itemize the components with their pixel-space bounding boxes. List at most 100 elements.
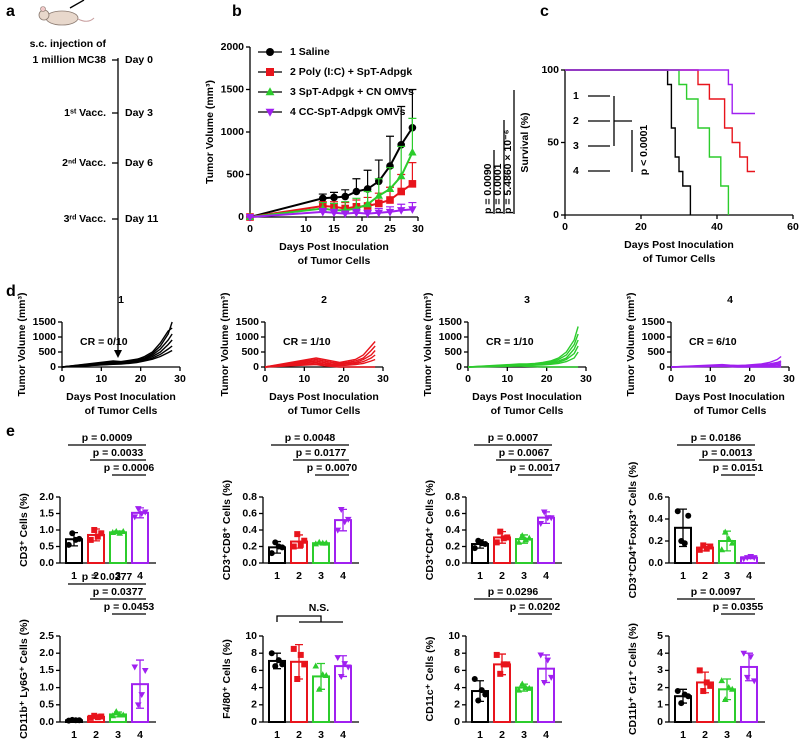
annotation: CR = 1/10 bbox=[486, 336, 534, 348]
marker bbox=[700, 542, 707, 549]
y-axis-label: Tumor Volume (mm³) bbox=[422, 292, 434, 396]
marker bbox=[504, 534, 511, 541]
annotation: N.S. bbox=[309, 602, 330, 614]
panel-label: c bbox=[540, 3, 549, 20]
annotation: CR = 1/10 bbox=[283, 336, 331, 348]
series-line bbox=[565, 69, 755, 115]
marker bbox=[312, 540, 320, 547]
x-tick-label: 10 bbox=[298, 373, 310, 385]
y-tick-label: 0.0 bbox=[39, 557, 54, 569]
marker bbox=[138, 692, 146, 699]
marker bbox=[525, 534, 533, 541]
marker bbox=[363, 210, 372, 219]
annotation: p = 0.0097 bbox=[691, 586, 742, 598]
y-tick-label: 100 bbox=[541, 64, 559, 76]
annotation: CR = 6/10 bbox=[689, 336, 737, 348]
series-line bbox=[264, 358, 376, 368]
marker bbox=[341, 192, 350, 201]
marker bbox=[478, 687, 485, 694]
marker bbox=[547, 515, 555, 522]
bar bbox=[515, 686, 533, 723]
marker bbox=[750, 678, 758, 685]
marker bbox=[703, 679, 710, 686]
marker bbox=[363, 199, 372, 208]
marker bbox=[408, 147, 417, 156]
marker bbox=[678, 700, 685, 707]
y-tick-label: 4 bbox=[454, 681, 460, 693]
marker bbox=[322, 671, 330, 678]
marker bbox=[747, 654, 755, 661]
y-tick-label: 500 bbox=[647, 346, 665, 358]
marker bbox=[471, 545, 478, 552]
marker bbox=[315, 685, 323, 692]
marker bbox=[91, 712, 98, 719]
marker bbox=[525, 684, 533, 691]
day-label: Day 11 bbox=[125, 213, 158, 225]
marker bbox=[707, 682, 714, 689]
day-label: Day 0 bbox=[125, 54, 153, 66]
x-tick-label: 30 bbox=[783, 373, 795, 385]
y-axis-label: CD11b⁺ Ly6G⁺ Cells (%) bbox=[18, 619, 30, 739]
panel-label: a bbox=[6, 3, 15, 20]
marker bbox=[725, 684, 733, 690]
annotation: p = 0.0009 bbox=[82, 432, 133, 444]
marker bbox=[374, 209, 383, 218]
bracket bbox=[613, 96, 633, 172]
marker bbox=[76, 535, 83, 542]
series-line bbox=[264, 354, 376, 368]
y-tick-label: 1500 bbox=[642, 316, 666, 328]
y-axis-label: Tumor Volume (mm³) bbox=[204, 80, 216, 184]
y-tick-label: 0 bbox=[454, 716, 460, 728]
x-tick-label: 2 bbox=[499, 570, 505, 582]
marker bbox=[375, 199, 383, 208]
marker bbox=[493, 539, 500, 546]
chart-title: 1 bbox=[118, 294, 124, 306]
x-tick-label: 3 bbox=[724, 570, 730, 582]
marker bbox=[685, 512, 692, 519]
y-tick-label: 6 bbox=[454, 664, 460, 676]
annotation: p < 0.0001 bbox=[638, 125, 650, 176]
marker bbox=[112, 528, 120, 535]
y-tick-label: 1000 bbox=[642, 331, 666, 343]
annotation: p = 0.0177 bbox=[296, 447, 347, 459]
annotation: p = 0.0067 bbox=[499, 447, 550, 459]
marker bbox=[703, 545, 710, 552]
annotation: p = 0.0355 bbox=[713, 601, 764, 613]
marker bbox=[341, 210, 350, 219]
y-axis-label: Tumor Volume (mm³) bbox=[219, 292, 231, 396]
marker bbox=[334, 527, 342, 534]
y-tick-label: 0.8 bbox=[445, 491, 460, 503]
y-axis-label: CD11b⁺ Gr1⁺ Cells (%) bbox=[627, 623, 639, 735]
marker bbox=[397, 171, 406, 180]
marker bbox=[385, 208, 395, 217]
y-tick-label: 1500 bbox=[221, 83, 245, 95]
x-axis-label: of Tumor Cells bbox=[298, 255, 371, 267]
panel-label: e bbox=[6, 423, 15, 440]
x-tick-label: 20 bbox=[135, 373, 147, 385]
x-tick-label: 15 bbox=[328, 223, 340, 235]
marker bbox=[279, 544, 286, 551]
bracket bbox=[276, 615, 343, 623]
marker bbox=[696, 667, 703, 674]
marker bbox=[681, 540, 688, 547]
x-tick-label: 2 bbox=[93, 570, 99, 582]
x-axis-label: of Tumor Cells bbox=[288, 405, 361, 417]
y-tick-label: 0.6 bbox=[445, 507, 460, 519]
legend-label: 3 SpT-Adpgk + CN OMVs bbox=[290, 86, 414, 98]
x-tick-label: 10 bbox=[300, 223, 312, 235]
series-line bbox=[249, 127, 414, 218]
marker bbox=[297, 541, 304, 548]
y-tick-label: 4 bbox=[657, 647, 663, 659]
marker bbox=[322, 539, 330, 546]
y-tick-label: 6 bbox=[251, 664, 257, 676]
x-tick-label: 4 bbox=[340, 729, 346, 741]
y-tick-label: 2.5 bbox=[39, 630, 54, 642]
legend-label: 2 Poly (I:C) + SpT-Adpgk bbox=[290, 66, 412, 78]
marker bbox=[497, 528, 504, 535]
x-tick-label: 20 bbox=[744, 373, 756, 385]
marker bbox=[134, 702, 142, 709]
y-tick-label: 2 bbox=[657, 681, 663, 693]
marker bbox=[537, 521, 545, 527]
x-tick-label: 1 bbox=[274, 570, 280, 582]
annotation: p = 0.0277 bbox=[82, 571, 133, 583]
